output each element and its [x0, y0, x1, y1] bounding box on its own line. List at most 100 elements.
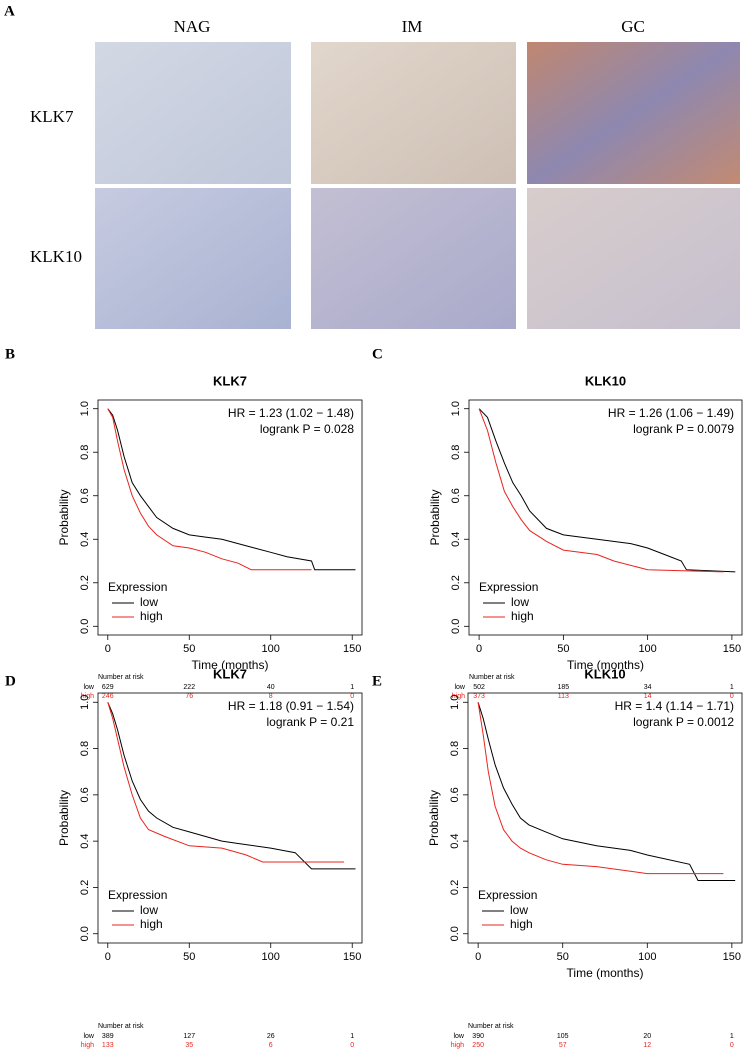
risk-count: 390 [472, 1033, 484, 1040]
risk-count: 1 [730, 1033, 734, 1040]
column-label: IM [402, 17, 423, 36]
micrograph [311, 188, 516, 329]
risk-count: 222 [183, 684, 195, 691]
x-axis-label: Time (months) [567, 966, 644, 980]
risk-count: 629 [102, 684, 114, 691]
km-plot: C KLK10 0 50 100 150 0.0 0.2 0.4 0.6 0.8 1.0 Probabi… [372, 346, 743, 700]
annotation: logrank P = 0.0012 [633, 715, 734, 729]
x-tick-label: 0 [105, 951, 111, 963]
annotation: HR = 1.23 (1.02 − 1.48) [228, 406, 354, 420]
km-plot: B KLK7 0 50 100 150 0.0 0.2 0.4 0.6 0.8 1.0 Probabil… [5, 346, 363, 700]
survival-curve [107, 408, 312, 571]
risk-count: 26 [267, 1033, 275, 1040]
survival-curve [478, 408, 736, 573]
risk-count: 127 [183, 1033, 195, 1040]
risk-count: 1 [350, 1033, 354, 1040]
panel-label: E [372, 673, 382, 689]
x-tick-label: 150 [723, 643, 741, 655]
x-tick-label: 50 [183, 951, 195, 963]
risk-count: 250 [472, 1042, 484, 1049]
y-tick-label: 0.6 [79, 488, 91, 503]
risk-count: 34 [644, 684, 652, 691]
x-tick-label: 150 [723, 951, 741, 963]
annotation: HR = 1.26 (1.06 − 1.49) [608, 406, 734, 420]
x-tick-label: 50 [183, 643, 195, 655]
risk-title: Number at risk [469, 674, 515, 681]
y-tick-label: 0.8 [449, 741, 461, 756]
row-label: KLK10 [30, 247, 82, 266]
survival-curve [477, 702, 736, 881]
y-tick-label: 0.8 [79, 741, 91, 756]
legend-label: low [510, 903, 528, 917]
x-tick-label: 50 [557, 951, 569, 963]
x-tick-label: 0 [475, 951, 481, 963]
y-tick-label: 0.8 [450, 445, 462, 460]
micrograph [95, 188, 291, 329]
panel-label: C [372, 346, 383, 362]
plot-frame [97, 399, 363, 636]
risk-count: 6 [269, 1042, 273, 1049]
annotation: logrank P = 0.0079 [633, 422, 734, 436]
y-tick-label: 0.0 [79, 926, 91, 941]
risk-count: 12 [643, 1042, 651, 1049]
chart-title: KLK7 [213, 373, 247, 388]
y-tick-label: 0.2 [79, 880, 91, 895]
chart-title: KLK10 [585, 373, 626, 388]
legend-label: low [511, 595, 529, 609]
survival-curve [107, 702, 345, 863]
legend-label: high [140, 609, 163, 623]
annotation: logrank P = 0.028 [260, 422, 355, 436]
x-tick-label: 100 [262, 643, 280, 655]
x-tick-label: 150 [343, 951, 361, 963]
micrograph [527, 42, 740, 184]
risk-count: 502 [473, 684, 485, 691]
risk-count: 246 [102, 693, 114, 700]
y-tick-label: 1.0 [79, 401, 91, 416]
risk-row-label: high [452, 693, 465, 700]
x-tick-label: 0 [105, 643, 111, 655]
panel-a: A NAG IM GC KLK7 KLK10 [4, 3, 740, 329]
column-label: NAG [174, 17, 211, 36]
risk-count: 1 [730, 684, 734, 691]
x-tick-label: 50 [557, 643, 569, 655]
risk-row-label: high [451, 1042, 464, 1049]
x-tick-label: 0 [476, 643, 482, 655]
y-tick-label: 0.4 [449, 833, 461, 848]
survival-curve [478, 408, 724, 573]
risk-count: 105 [557, 1033, 569, 1040]
micrograph [311, 42, 516, 184]
risk-count: 185 [558, 684, 570, 691]
risk-count: 0 [350, 1042, 354, 1049]
legend-title: Expression [108, 580, 167, 594]
risk-row-label: high [81, 1042, 94, 1049]
risk-count: 1 [350, 684, 354, 691]
risk-count: 113 [558, 693, 569, 700]
risk-count: 76 [185, 693, 193, 700]
risk-row-label: low [454, 684, 465, 691]
risk-count: 57 [559, 1042, 567, 1049]
y-tick-label: 0.4 [79, 833, 91, 848]
y-tick-label: 1.0 [79, 695, 91, 710]
x-tick-label: 100 [638, 951, 656, 963]
risk-row-label: high [81, 693, 94, 700]
y-tick-label: 1.0 [449, 695, 461, 710]
x-tick-label: 100 [638, 643, 656, 655]
risk-row-label: low [83, 1033, 94, 1040]
column-label: GC [621, 17, 645, 36]
y-axis-label: Probability [57, 489, 71, 545]
legend-label: low [140, 903, 158, 917]
y-tick-label: 0.4 [450, 532, 462, 547]
micrograph [95, 42, 291, 184]
legend-title: Expression [478, 888, 537, 902]
y-tick-label: 0.6 [450, 488, 462, 503]
risk-title: Number at risk [468, 1023, 514, 1030]
y-tick-label: 0.6 [449, 787, 461, 802]
y-tick-label: 1.0 [450, 401, 462, 416]
panel-label: A [4, 3, 15, 19]
plot-frame [97, 692, 363, 944]
annotation: HR = 1.18 (0.91 − 1.54) [228, 699, 354, 713]
y-tick-label: 0.0 [450, 619, 462, 634]
row-label: KLK7 [30, 107, 74, 126]
